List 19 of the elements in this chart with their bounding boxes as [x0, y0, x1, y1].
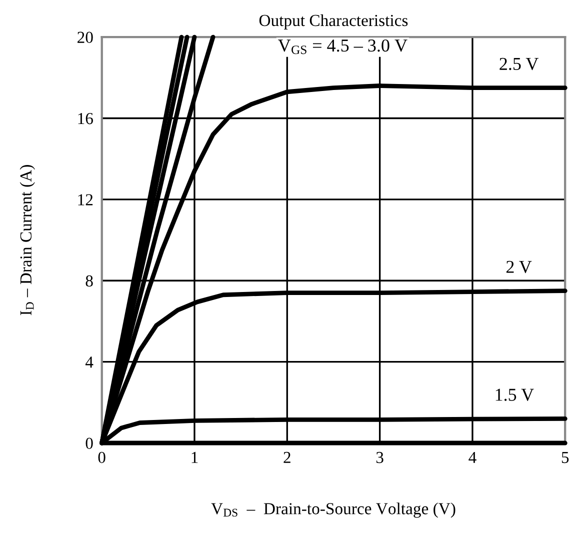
x-tick-label: 4 [468, 452, 476, 463]
annotation: V$_{GS}$ = 4.5 – 3.0 V [278, 39, 408, 54]
annotation: 2.5 V [500, 58, 539, 70]
x-tick-label: 5 [562, 452, 569, 464]
x-tick-label: 0 [98, 452, 106, 464]
annotation: 2 V [506, 260, 532, 274]
y-axis-title: I$_{D}$ – Drain Current (A) [20, 165, 35, 316]
y-tick-label: 8 [86, 275, 93, 287]
y-tick-label: 0 [86, 438, 93, 449]
y-tick-label: 16 [78, 112, 93, 124]
x-axis-title: V$_{DS}$ – Drain-to-Source Voltage (V) [211, 502, 456, 518]
y-tick-label: 4 [85, 356, 94, 368]
annotation: 1.5 V [496, 388, 534, 401]
y-tick-label: 12 [78, 194, 93, 206]
x-tick-label: 1 [192, 452, 198, 463]
chart-title: Output Characteristics [259, 14, 408, 30]
x-tick-label: 3 [376, 452, 384, 464]
y-tick-label: 20 [78, 32, 93, 43]
x-tick-label: 2 [284, 452, 290, 463]
